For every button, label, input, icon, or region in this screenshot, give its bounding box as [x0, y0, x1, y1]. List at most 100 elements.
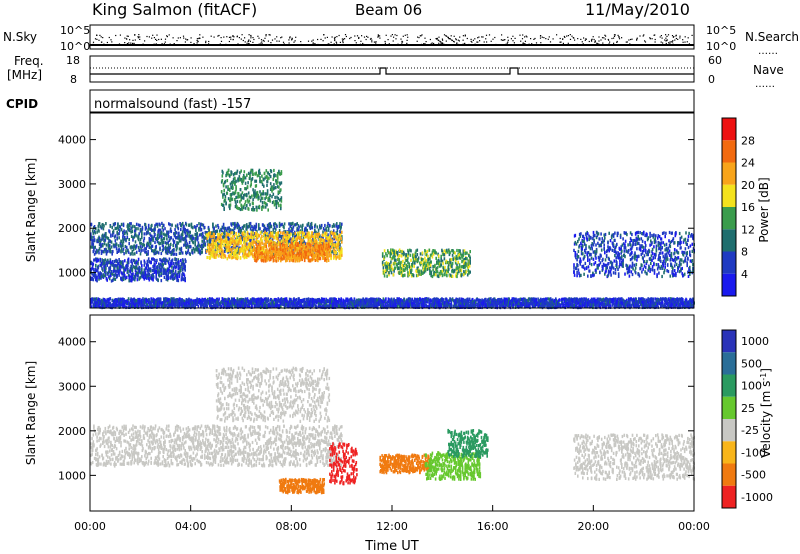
heatmap-cell	[301, 229, 303, 233]
heatmap-cell	[135, 244, 138, 248]
heatmap-cell	[126, 261, 129, 265]
heatmap-cell	[228, 230, 230, 234]
heatmap-cell	[324, 223, 326, 228]
heatmap-cell	[287, 247, 290, 251]
heatmap-cell	[578, 232, 581, 236]
heatmap-cell	[236, 169, 239, 173]
nsky-point	[666, 35, 668, 37]
heatmap-cell	[124, 274, 126, 278]
heatmap-cell	[575, 267, 578, 271]
heatmap-cell	[239, 239, 241, 243]
heatmap-cell	[456, 271, 459, 275]
heatmap-cell	[252, 202, 254, 206]
nsky-point	[519, 34, 521, 36]
heatmap-cell	[319, 251, 322, 255]
heatmap-cell	[289, 224, 291, 228]
heatmap-cell	[171, 271, 173, 275]
nsky-point	[543, 37, 545, 39]
heatmap-cell	[127, 267, 129, 272]
heatmap-cell	[267, 198, 269, 202]
heatmap-cell	[582, 264, 585, 268]
heatmap-cell	[417, 266, 419, 270]
heatmap-cell	[226, 257, 229, 261]
heatmap-cell	[583, 236, 585, 241]
heatmap-cell	[117, 266, 119, 271]
heatmap-cell	[202, 231, 204, 235]
freq-panel	[89, 55, 695, 83]
nsky-point	[679, 35, 681, 37]
heatmap-cell	[405, 258, 407, 262]
nsky-point	[684, 36, 686, 38]
heatmap-cell	[232, 173, 235, 177]
heatmap-cell	[469, 259, 471, 263]
heatmap-cell	[130, 258, 133, 262]
heatmap-cell	[467, 259, 470, 263]
nsky-point	[384, 40, 386, 43]
heatmap-cell	[444, 265, 446, 269]
heatmap-cell	[247, 245, 250, 249]
heatmap-cell	[196, 224, 198, 228]
heatmap-cell	[90, 245, 93, 249]
heatmap-cell	[426, 249, 429, 253]
heatmap-cell	[213, 246, 216, 250]
heatmap-cell	[179, 236, 181, 240]
nsky-point	[311, 40, 313, 42]
heatmap-cell	[334, 241, 337, 245]
heatmap-cell	[286, 239, 288, 243]
heatmap-cell	[168, 230, 170, 234]
heatmap-cell	[279, 244, 281, 248]
heatmap-cell	[278, 252, 281, 256]
heatmap-cell	[274, 231, 276, 235]
heatmap-cell	[245, 236, 247, 240]
nsky-point	[379, 37, 381, 39]
heatmap-cell	[232, 180, 234, 184]
heatmap-cell	[319, 224, 321, 228]
heatmap-cell	[288, 250, 290, 254]
heatmap-cell	[336, 255, 339, 259]
heatmap-cell	[302, 249, 304, 253]
heatmap-cell	[241, 238, 244, 242]
heatmap-cell	[249, 221, 252, 226]
heatmap-cell	[275, 199, 277, 203]
heatmap-cell	[295, 233, 298, 237]
heatmap-cell	[155, 270, 157, 274]
nsky-point	[597, 43, 599, 45]
nsky-point	[356, 35, 359, 37]
heatmap-cell	[125, 264, 128, 268]
heatmap-cell	[223, 243, 225, 247]
nsky-point	[525, 35, 527, 37]
heatmap-cell	[234, 190, 237, 194]
heatmap-cell	[114, 226, 117, 231]
heatmap-cell	[255, 179, 258, 183]
heatmap-cell	[254, 189, 256, 193]
heatmap-cell	[261, 241, 264, 245]
heatmap-cell	[573, 270, 575, 274]
heatmap-cell	[456, 274, 458, 279]
heatmap-cell	[149, 241, 152, 245]
heatmap-cell	[231, 231, 234, 235]
heatmap-cell	[154, 232, 156, 237]
heatmap-cell	[255, 195, 258, 199]
nsky-point	[492, 38, 494, 40]
heatmap-cell	[334, 232, 337, 236]
heatmap-cell	[268, 222, 270, 226]
heatmap-cell	[118, 232, 120, 236]
heatmap-cell	[114, 277, 117, 281]
heatmap-cell	[203, 236, 205, 240]
heatmap-cell	[169, 242, 172, 246]
heatmap-cell	[322, 238, 324, 242]
heatmap-cell	[237, 178, 240, 182]
heatmap-cell	[443, 267, 445, 271]
heatmap-cell	[292, 225, 295, 229]
heatmap-cell	[222, 252, 225, 256]
heatmap-cell	[302, 251, 304, 255]
heatmap-cell	[311, 257, 314, 261]
nsky-point	[618, 36, 620, 38]
heatmap-cell	[227, 172, 229, 176]
nsky-point	[96, 38, 98, 40]
heatmap-cell	[178, 231, 180, 235]
nsky-point	[598, 36, 600, 38]
heatmap-cell	[186, 250, 189, 254]
heatmap-cell	[217, 246, 220, 250]
heatmap-cell	[201, 223, 203, 227]
